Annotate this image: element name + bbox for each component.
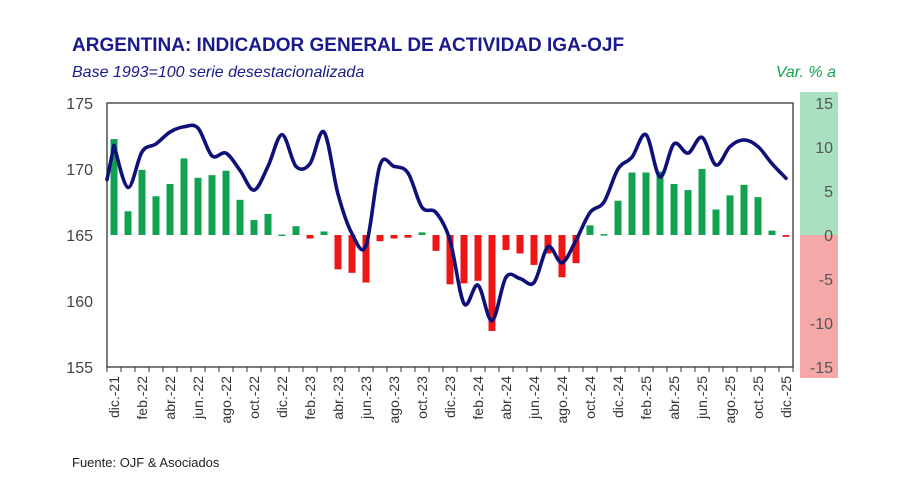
x-axis-tick-label: jun.-24 [526,376,542,420]
bar-yoy-change [432,235,440,251]
plot-frame [106,102,794,368]
bar-yoy-change [152,196,160,235]
right-axis-tick-label: 15 [815,96,833,113]
bar-yoy-change [614,200,622,235]
bar-yoy-change [208,175,216,235]
bar-yoy-change [306,235,314,239]
bar-yoy-change [138,169,146,235]
x-axis-tick-label: dic.-25 [778,376,794,418]
bar-yoy-change [600,234,608,236]
bar-yoy-change [250,220,258,235]
bar-yoy-change [236,199,244,235]
x-axis-tick-label: abr.-25 [666,376,682,420]
left-axis-tick-label: 155 [66,360,93,377]
bar-yoy-change [362,235,370,283]
bar-yoy-change [418,232,426,235]
bar-yoy-change [320,231,328,235]
bar-yoy-change [516,235,524,254]
x-axis-tick-label: abr.-23 [330,376,346,420]
x-axis-tick-label: feb.-22 [134,376,150,420]
chart-subtitle: Base 1993=100 serie desestacionalizada [72,64,364,81]
bar-yoy-change [292,226,300,235]
source-note: Fuente: OJF & Asociados [72,455,220,470]
x-axis-tick-label: ago.-24 [554,376,570,424]
x-axis-tick-label: oct.-23 [414,376,430,419]
bar-yoy-change [670,183,678,235]
bar-yoy-change [586,225,594,235]
left-axis-tick-label: 165 [66,228,93,245]
bar-yoy-change [278,234,286,237]
bar-yoy-change [194,177,202,235]
left-axis-tick-label: 175 [66,96,93,113]
bar-yoy-change [166,183,174,235]
line-iga-ojf-index [105,123,788,323]
bar-yoy-change [390,235,398,239]
right-axis-tick-label: 0 [824,228,833,245]
x-axis-tick-label: ago.-25 [722,376,738,424]
left-axis-tick-label: 170 [66,162,93,179]
bar-yoy-change [656,171,664,235]
x-axis-tick-label: feb.-23 [302,376,318,420]
x-axis-tick-label: oct.-24 [582,376,598,419]
bar-yoy-change [124,211,132,235]
x-axis-tick-label: oct.-25 [750,376,766,419]
bar-yoy-change [642,172,650,235]
bar-yoy-change [628,172,636,235]
bar-yoy-change [684,190,692,235]
bar-yoy-change [474,235,482,281]
bar-yoy-change [180,158,188,235]
x-axis-tick-label: jun.-23 [358,376,374,420]
bar-yoy-change [768,230,776,235]
bar-yoy-change [726,195,734,235]
bar-yoy-change [334,235,342,270]
bar-yoy-change [712,209,720,235]
x-axis-tick-label: jun.-25 [694,376,710,420]
x-axis-tick-label: oct.-22 [246,376,262,419]
x-axis-tick-label: dic.-24 [610,376,626,418]
bar-yoy-change [530,235,538,265]
bar-yoy-change [376,235,384,242]
x-axis-tick-label: dic.-22 [274,376,290,418]
chart-title: ARGENTINA: INDICADOR GENERAL DE ACTIVIDA… [72,35,624,56]
right-axis-positive-band [800,92,838,235]
bar-yoy-change [488,235,496,331]
bar-yoy-change [698,169,706,235]
right-axis-tick-label: 5 [824,184,833,201]
bar-yoy-change [572,235,580,264]
bar-yoy-change [446,235,454,285]
bar-yoy-change [754,197,762,235]
bar-yoy-change [404,235,412,238]
x-axis-tick-label: abr.-24 [498,376,514,420]
x-axis-tick-label: dic.-23 [442,376,458,418]
bar-yoy-change [740,184,748,235]
x-axis-tick-label: feb.-25 [638,376,654,420]
bar-yoy-change [222,170,230,235]
bar-yoy-change [110,139,118,235]
left-axis-tick-label: 160 [66,294,93,311]
bar-yoy-change [348,235,356,273]
bar-yoy-change [558,235,566,278]
right-axis-negative-band [800,235,838,378]
right-axis-label: Var. % a [776,64,836,81]
bar-yoy-change [460,235,468,284]
right-axis-tick-label: -5 [819,272,833,289]
x-axis-tick-label: dic.-21 [106,376,122,418]
x-axis-tick-label: jun.-22 [190,376,206,420]
x-axis-tick-label: ago.-22 [218,376,234,424]
bar-yoy-change [502,235,510,250]
x-axis-tick-label: feb.-24 [470,376,486,420]
x-axis-tick-label: ago.-23 [386,376,402,424]
bar-yoy-change [264,213,272,235]
x-axis-tick-label: abr.-22 [162,376,178,420]
right-axis-tick-label: -10 [810,316,833,333]
right-axis-tick-label: 10 [815,140,833,157]
bar-yoy-change [544,235,552,254]
right-axis-tick-label: -15 [810,360,833,377]
bar-yoy-change [782,235,790,237]
